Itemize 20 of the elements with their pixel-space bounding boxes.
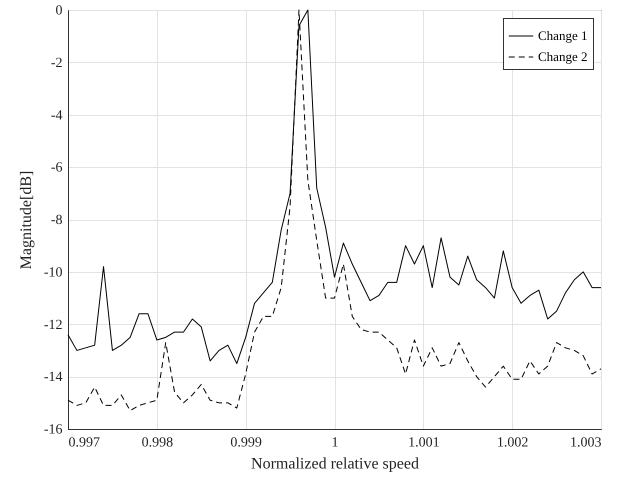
y-tick-label: -16 (44, 422, 62, 438)
y-axis-title: Magnitude[dB] (18, 170, 35, 270)
y-tick-label: -4 (50, 108, 62, 124)
y-tick-label: 0 (56, 4, 62, 18)
x-tick-label: 1.002 (496, 436, 528, 450)
x-axis-title: Normalized relative speed (251, 456, 419, 472)
x-tick-label: 0.998 (142, 436, 174, 450)
y-tick-label: -10 (44, 265, 62, 280)
x-tick-label: 1.003 (570, 436, 602, 450)
y-tick-label: -6 (50, 160, 62, 176)
x-tick-label: 1 (332, 436, 338, 450)
y-tick-label: -14 (44, 370, 62, 386)
legend-label: Change 1 (538, 28, 588, 43)
y-tick-label: -12 (44, 318, 62, 333)
y-tick-label: -2 (50, 56, 62, 71)
x-tick-label: 0.997 (68, 436, 100, 450)
y-tick-label: -8 (50, 213, 62, 228)
legend-label: Change 2 (538, 49, 588, 64)
x-tick-label: 0.999 (230, 436, 262, 450)
x-tick-label: 1.001 (408, 436, 440, 450)
